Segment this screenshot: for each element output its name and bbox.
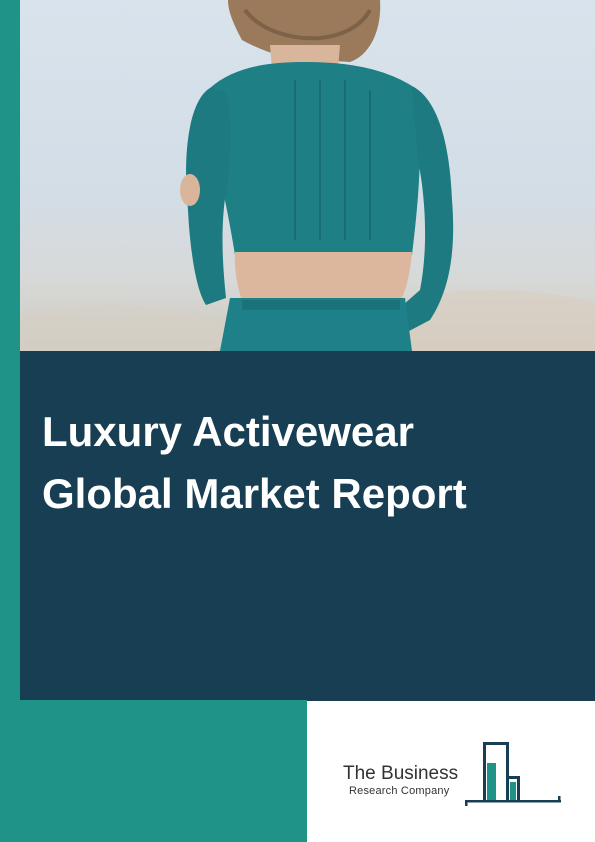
logo-name: The Business [343, 763, 459, 784]
cover-photo [20, 0, 595, 351]
logo-wordmark: The Business Research Company [343, 763, 458, 798]
activewear-illustration [20, 0, 595, 351]
teal-bottom-block [0, 700, 307, 842]
title-panel: Luxury Activewear Global Market Report [20, 351, 595, 701]
bar-chart-logo-icon [465, 742, 561, 806]
teal-accent-strip [0, 0, 20, 842]
report-title: Luxury Activewear Global Market Report [42, 401, 572, 525]
company-logo: The Business Research Company [340, 738, 565, 808]
title-line-1: Luxury Activewear [42, 408, 414, 455]
title-line-2: Global Market Report [42, 470, 467, 517]
logo-subtitle: Research Company [349, 785, 450, 797]
